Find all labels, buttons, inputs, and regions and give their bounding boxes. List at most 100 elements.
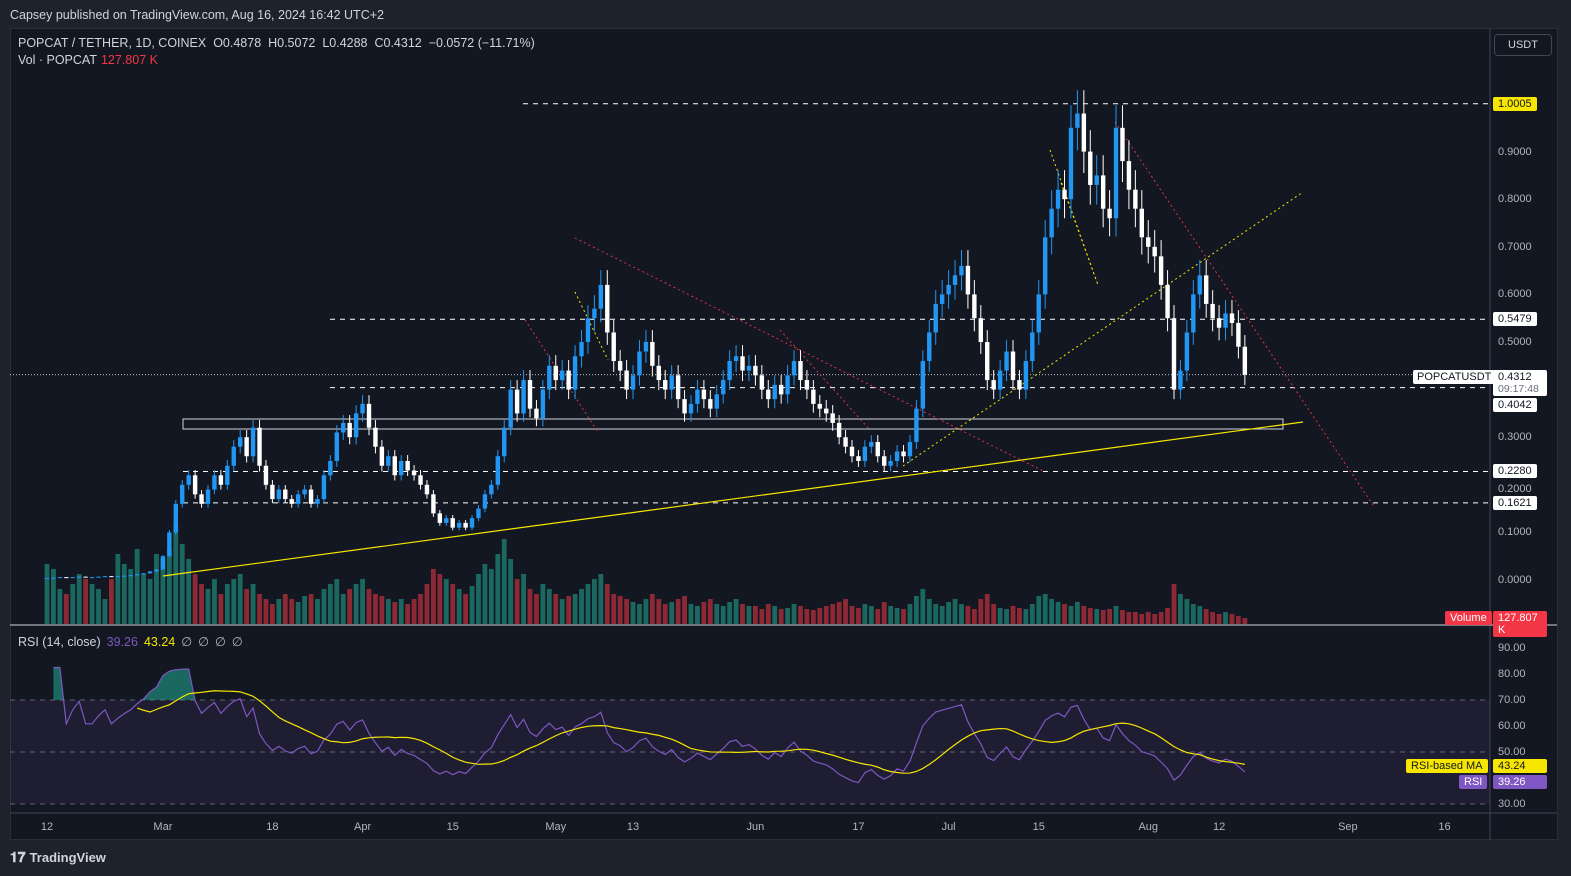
candle (160, 555, 166, 571)
candle (824, 400, 829, 422)
candle (675, 365, 681, 409)
candle-body (611, 332, 616, 362)
candle-body (836, 422, 842, 438)
candle (856, 450, 861, 467)
candle (128, 575, 133, 577)
volume-bar (830, 604, 836, 624)
candle-body (1216, 318, 1222, 328)
candle (276, 485, 282, 504)
candle-body (856, 456, 861, 461)
candle-body (560, 370, 565, 381)
volume-bar (823, 606, 829, 624)
candle (791, 350, 797, 386)
candle-body (89, 577, 95, 579)
volume-bar (926, 599, 932, 624)
candle-body (102, 576, 108, 578)
candle-body (1100, 175, 1106, 209)
candle (70, 577, 75, 579)
candle-body (1152, 246, 1157, 257)
volume-bar (714, 604, 720, 624)
last-price-tag: 0.4312 09:17:48 (1493, 370, 1547, 396)
time-tick: Aug (1138, 821, 1159, 833)
candle (1126, 140, 1132, 210)
volume-bar (456, 589, 462, 624)
tradingview-logo[interactable]: 𝟏𝟕 TradingView (10, 849, 106, 866)
candle-body (134, 574, 140, 576)
candle-body (579, 342, 584, 357)
rsi-ma-tag-label: RSI-based MA (1406, 759, 1488, 773)
chart-frame[interactable] (10, 28, 1558, 840)
candle (218, 470, 224, 490)
candle (733, 345, 739, 372)
candle (1204, 260, 1209, 318)
candle (489, 480, 494, 499)
volume-bar (733, 599, 739, 624)
candle-body (1223, 313, 1228, 328)
symbol-name[interactable]: POPCAT / TETHER, 1D, COINEX (18, 36, 207, 50)
candle-body (972, 294, 977, 319)
candle (1094, 155, 1099, 205)
candle-body (759, 375, 765, 390)
candle-body (244, 437, 249, 457)
candle-body (521, 380, 526, 414)
volume-bar (746, 606, 752, 624)
currency-button[interactable]: USDT (1494, 34, 1552, 56)
candle-body (1075, 113, 1080, 128)
candle (553, 355, 558, 391)
volume-bar (360, 579, 365, 624)
candle (456, 520, 462, 531)
candle (134, 574, 140, 576)
candle (965, 250, 971, 309)
candle (1223, 300, 1228, 341)
volume-bar (218, 594, 224, 624)
candle-body (740, 356, 745, 371)
candle (849, 440, 855, 463)
candle-body (605, 284, 610, 333)
volume-bar (134, 549, 140, 624)
rsi-label[interactable]: RSI (14, close) (18, 635, 101, 649)
candle-body (160, 556, 166, 570)
candle-body (386, 456, 391, 466)
candle (444, 515, 449, 526)
candle (688, 395, 694, 422)
candle (939, 280, 945, 318)
candle (405, 455, 410, 476)
candle-body (205, 489, 211, 504)
candle (1165, 270, 1170, 332)
candle (424, 480, 430, 499)
volume-bar (205, 589, 211, 624)
volume-bar (257, 594, 262, 624)
candle-body (1094, 175, 1099, 185)
rsi-ma-line (136, 690, 1245, 774)
candle-body (353, 413, 359, 438)
candle (605, 270, 610, 345)
candle-body (1062, 189, 1067, 200)
volume-bar (1017, 608, 1022, 624)
candle (598, 270, 604, 323)
candle (952, 260, 958, 300)
candle-body (798, 361, 803, 381)
volume-bar (669, 602, 675, 624)
volume-legend: Vol · POPCAT 127.807 K (18, 53, 158, 68)
volume-bar (856, 608, 861, 624)
volume-bar (469, 586, 475, 624)
volume-bar (701, 602, 707, 624)
candle-body (933, 303, 938, 333)
candle (617, 350, 623, 382)
candle (650, 330, 655, 377)
volume-bar (308, 594, 314, 624)
level-price-tag: 1.0005 (1493, 96, 1537, 111)
candle (746, 355, 752, 382)
change-value: −0.0572 (−11.71%) (428, 36, 535, 50)
volume-bar (1158, 612, 1164, 624)
candle (901, 445, 906, 463)
candle (560, 360, 565, 391)
candle-body (566, 370, 571, 390)
candle-body (894, 451, 900, 461)
candle-body (1017, 380, 1022, 390)
candle-body (708, 399, 713, 409)
volume-label[interactable]: Vol · POPCAT (18, 53, 97, 67)
volume-bar (282, 594, 288, 624)
candle-body (218, 475, 224, 485)
